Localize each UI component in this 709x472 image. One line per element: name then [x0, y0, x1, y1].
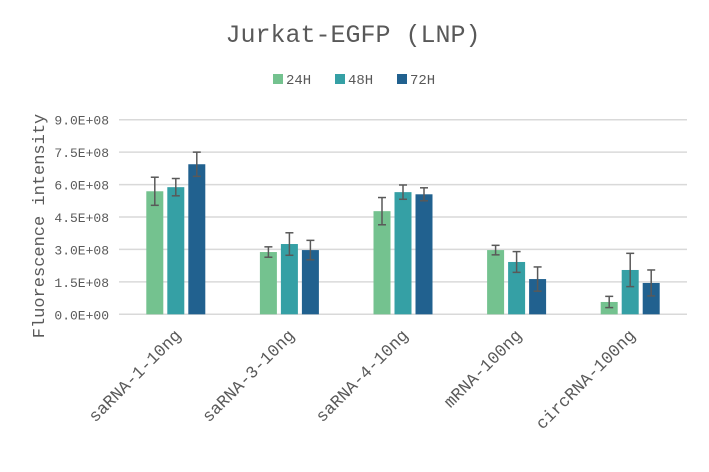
bar-48h: [621, 269, 639, 315]
y-tick-label: 4.5E+08: [54, 211, 109, 226]
chart-title: Jurkat-EGFP (LNP): [225, 21, 480, 50]
bar-48h: [508, 261, 526, 315]
y-tick-label: 3.0E+08: [54, 243, 109, 258]
y-tick-label: 7.5E+08: [54, 146, 109, 161]
x-tick-label: saRNA-4-10ng: [313, 327, 413, 427]
bar-24h: [146, 191, 164, 315]
bar-48h: [167, 187, 185, 315]
x-tick-label: circRNA-100ng: [533, 327, 640, 434]
bar-48h: [280, 244, 298, 315]
bar-72h: [529, 279, 547, 315]
y-tick-label: 1.5E+08: [54, 276, 109, 291]
y-tick-label: 0.0E+00: [54, 308, 109, 323]
bar-24h: [259, 252, 277, 315]
legend-swatch-48h: [335, 74, 345, 84]
y-axis-ticks: 0.0E+00 1.5E+08 3.0E+08 4.5E+08 6.0E+08 7.5E+…: [54, 114, 109, 324]
bar-72h: [301, 250, 319, 315]
x-tick-label: saRNA-3-10ng: [200, 327, 300, 427]
legend-label: 48H: [348, 73, 373, 89]
y-tick-label: 9.0E+08: [54, 114, 109, 129]
x-tick-label: saRNA-1-10ng: [86, 327, 186, 427]
legend-label: 72H: [410, 73, 435, 89]
bar-24h: [487, 250, 505, 315]
x-axis-ticks: saRNA-1-10ng saRNA-3-10ng saRNA-4-10ng mRNA…: [86, 327, 640, 434]
legend: 24H 48H 72H: [273, 73, 435, 89]
bar-24h: [373, 211, 391, 315]
bar-48h: [394, 192, 412, 315]
legend-swatch-72h: [397, 74, 407, 84]
bar-72h: [642, 282, 660, 315]
y-axis-label: Fluorescence intensity: [31, 114, 50, 338]
y-tick-label: 6.0E+08: [54, 179, 109, 194]
legend-swatch-24h: [273, 74, 283, 84]
legend-label: 24H: [286, 73, 311, 89]
bars: [146, 151, 660, 315]
bar-72h: [415, 194, 433, 315]
bar-72h: [188, 164, 206, 315]
x-tick-label: mRNA-100ng: [441, 327, 527, 413]
